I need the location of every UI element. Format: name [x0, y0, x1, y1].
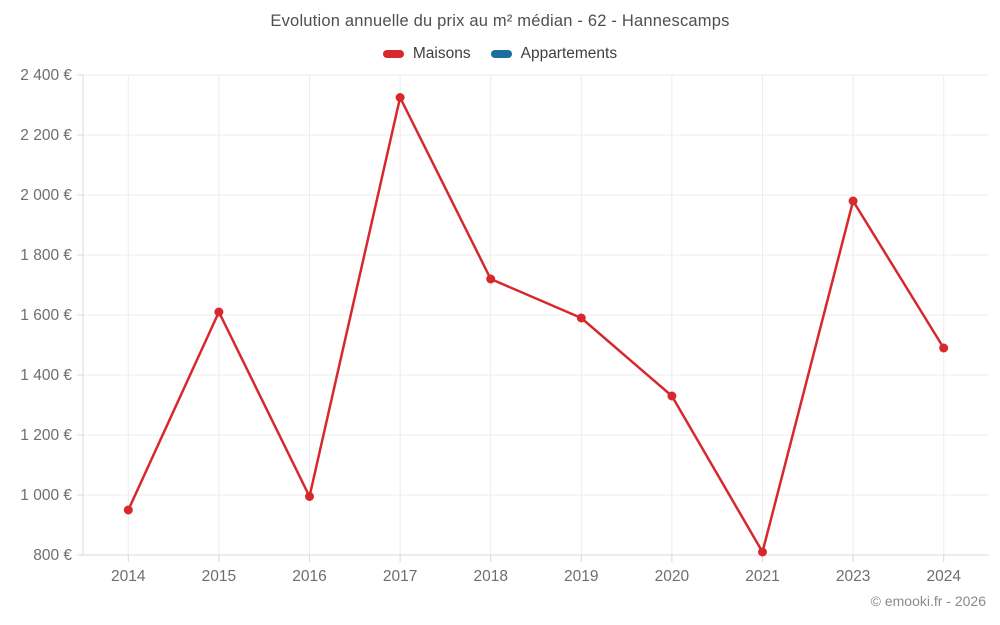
data-point-maisons-2024[interactable]	[939, 343, 949, 353]
data-point-maisons-2021[interactable]	[758, 547, 767, 557]
data-point-maisons-2019[interactable]	[576, 313, 586, 323]
data-point-maisons-2018[interactable]	[486, 274, 496, 284]
legend-item-maisons[interactable]: Maisons	[382, 45, 471, 63]
copyright-text: © emooki.fr - 2026	[870, 593, 986, 609]
data-point-maisons-2016[interactable]	[305, 492, 314, 501]
x-tick-label-2017: 2017	[383, 568, 417, 585]
y-tick-label-2400: 2 400 €	[20, 67, 72, 84]
x-tick-label-2014: 2014	[111, 568, 146, 585]
x-tick-label-2023: 2023	[836, 568, 870, 585]
legend-label-maisons: Maisons	[412, 45, 471, 62]
y-tick-label-2000: 2 000 €	[20, 187, 72, 204]
data-point-maisons-2023[interactable]	[848, 196, 858, 206]
y-tick-label-1600: 1 600 €	[20, 307, 72, 324]
legend-swatch-maisons	[382, 50, 404, 58]
y-tick-label-1400: 1 400 €	[20, 367, 72, 384]
x-tick-label-2020: 2020	[655, 568, 690, 585]
chart-title: Evolution annuelle du prix au m² médian …	[270, 12, 730, 30]
x-tick-label-2016: 2016	[292, 568, 326, 585]
data-point-maisons-2014[interactable]	[123, 505, 133, 515]
y-tick-label-1200: 1 200 €	[20, 427, 72, 444]
legend-item-appartements[interactable]: Appartements	[490, 45, 618, 63]
series-line-maisons	[127, 96, 945, 554]
x-tick-label-2019: 2019	[564, 568, 598, 585]
y-tick-label-800: 800 €	[33, 547, 72, 564]
y-tick-label-2200: 2 200 €	[20, 127, 72, 144]
x-tick-label-2018: 2018	[473, 568, 507, 585]
y-tick-label-1000: 1 000 €	[20, 487, 72, 504]
x-tick-label-2024: 2024	[926, 568, 961, 585]
legend-label-appartements: Appartements	[520, 45, 618, 62]
data-point-maisons-2015[interactable]	[214, 307, 224, 317]
x-tick-label-2021: 2021	[745, 568, 779, 585]
y-tick-label-1800: 1 800 €	[20, 247, 72, 264]
data-point-maisons-2020[interactable]	[667, 391, 677, 401]
chart-legend: Maisons Appartements	[0, 45, 1000, 63]
legend-swatch-appartements	[490, 50, 512, 58]
data-point-maisons-2017[interactable]	[395, 93, 405, 102]
x-tick-label-2015: 2015	[202, 568, 236, 585]
